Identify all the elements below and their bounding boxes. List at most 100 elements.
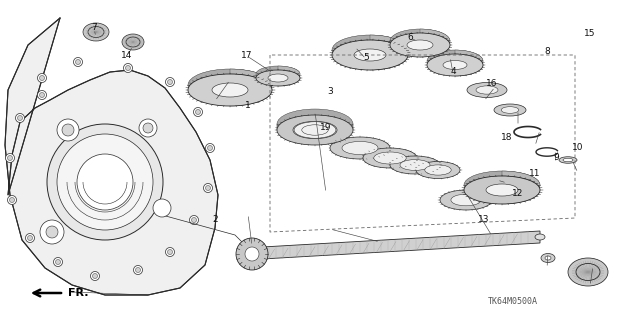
Circle shape [40,76,45,80]
Ellipse shape [354,49,386,61]
Ellipse shape [440,190,492,210]
Ellipse shape [494,104,526,116]
Ellipse shape [425,165,451,175]
Circle shape [46,226,58,238]
Ellipse shape [427,50,483,72]
Circle shape [166,78,175,86]
Polygon shape [5,18,218,295]
Ellipse shape [416,161,460,179]
Ellipse shape [285,118,344,142]
Text: 18: 18 [501,132,513,142]
Text: 6: 6 [407,33,413,42]
Circle shape [38,73,47,83]
Polygon shape [420,29,450,57]
Polygon shape [455,50,483,76]
Text: 8: 8 [544,48,550,56]
Ellipse shape [467,83,507,98]
Ellipse shape [332,40,408,70]
Text: 12: 12 [512,189,524,198]
Ellipse shape [277,115,353,145]
Circle shape [40,93,45,98]
Circle shape [40,220,64,244]
Ellipse shape [302,125,328,135]
Circle shape [207,145,212,151]
Circle shape [47,124,163,240]
Text: 11: 11 [529,169,541,179]
Ellipse shape [390,29,450,53]
Circle shape [139,119,157,137]
Circle shape [28,235,33,241]
Circle shape [56,259,61,264]
Ellipse shape [559,157,577,163]
Circle shape [8,196,17,204]
Circle shape [54,257,63,266]
Ellipse shape [256,70,300,86]
Circle shape [8,155,13,160]
Polygon shape [230,69,272,106]
Ellipse shape [545,256,551,260]
Circle shape [134,265,143,275]
Circle shape [125,65,131,70]
Circle shape [153,199,171,217]
Ellipse shape [212,83,248,97]
Ellipse shape [400,160,430,170]
Circle shape [166,248,175,256]
Circle shape [74,57,83,66]
Ellipse shape [256,66,300,82]
Circle shape [15,114,24,122]
Circle shape [168,79,173,85]
Circle shape [204,183,212,192]
Text: 16: 16 [486,79,498,88]
Ellipse shape [568,258,608,286]
Ellipse shape [464,171,540,199]
Circle shape [90,271,99,280]
Circle shape [168,249,173,255]
Ellipse shape [486,184,518,196]
Text: 15: 15 [584,29,596,39]
Ellipse shape [407,40,433,50]
Ellipse shape [390,33,450,57]
Ellipse shape [297,123,333,137]
Ellipse shape [427,54,483,76]
Circle shape [57,134,153,230]
Circle shape [10,197,15,203]
Text: FR.: FR. [68,288,88,298]
Ellipse shape [464,176,540,204]
Ellipse shape [342,141,378,155]
Circle shape [205,186,211,190]
Ellipse shape [535,234,545,240]
Ellipse shape [541,254,555,263]
Ellipse shape [501,107,519,113]
Text: 3: 3 [327,86,333,95]
Ellipse shape [294,116,336,132]
Circle shape [26,234,35,242]
Ellipse shape [330,137,390,159]
Text: 2: 2 [212,214,218,224]
Ellipse shape [294,122,336,138]
Ellipse shape [268,74,288,82]
Circle shape [189,216,198,225]
Circle shape [17,115,22,121]
Text: 10: 10 [572,143,584,152]
Circle shape [93,273,97,278]
Circle shape [245,247,259,261]
Ellipse shape [277,109,353,139]
Ellipse shape [363,148,417,168]
Ellipse shape [293,121,337,139]
Text: 14: 14 [122,50,132,60]
Text: 7: 7 [91,24,97,33]
Polygon shape [278,66,300,86]
Text: 5: 5 [363,54,369,63]
Text: 4: 4 [450,68,456,77]
Ellipse shape [122,34,144,50]
Circle shape [191,218,196,222]
Circle shape [236,238,268,270]
Text: 1: 1 [245,101,251,110]
Text: 17: 17 [241,50,253,60]
Circle shape [136,268,141,272]
Circle shape [205,144,214,152]
Polygon shape [370,35,408,70]
Ellipse shape [188,69,272,101]
Circle shape [77,154,133,210]
Ellipse shape [451,194,481,206]
